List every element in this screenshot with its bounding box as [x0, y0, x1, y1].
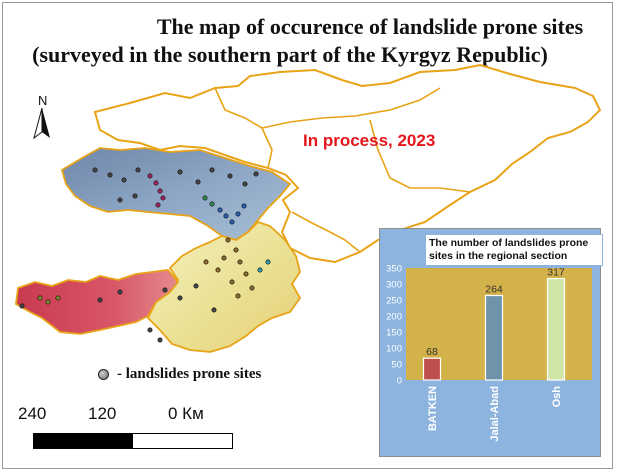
category-label: Jalal-Abad [489, 386, 501, 442]
map-title-line2: (surveyed in the southern part of the Ky… [32, 42, 548, 67]
north-arrow-icon [33, 107, 50, 140]
y-tick-label: 50 [391, 360, 402, 371]
map-legend: - landslides prone sites [98, 366, 261, 383]
legend-point-symbol [98, 369, 109, 380]
scale-label-120: 120 [88, 404, 117, 423]
internal-border-1 [214, 87, 441, 129]
y-tick-label: 100 [386, 344, 402, 355]
bar-jalal-abad [484, 294, 504, 381]
figure-frame [2, 2, 613, 469]
y-tick-label: 300 [386, 280, 402, 291]
y-tick-label: 0 [397, 376, 402, 387]
y-tick-label: 250 [386, 296, 402, 307]
data-label: 68 [426, 346, 438, 358]
scale-label-240: 240 [18, 404, 47, 423]
bar-osh [546, 277, 566, 381]
legend-label: - landslides prone sites [117, 366, 262, 382]
scale-segment-black [34, 434, 133, 448]
data-label: 317 [547, 267, 565, 279]
map-title-line1: The map of occurence of landslide prone … [156, 14, 584, 39]
scale-bar [33, 433, 233, 449]
y-tick-label: 350 [386, 264, 402, 275]
osh-region [146, 220, 302, 353]
status-text: In process, 2023 [303, 131, 436, 150]
scale-label-0: 0 Км [168, 404, 204, 423]
internal-border-3 [369, 119, 471, 193]
data-label: 264 [485, 284, 503, 296]
country-outline [93, 63, 602, 264]
chart-title: The number of landslides prone sites in … [425, 234, 603, 266]
y-tick-label: 200 [386, 312, 402, 323]
internal-border-4 [291, 211, 361, 253]
category-label: BATKEN [427, 386, 439, 431]
internal-border-2 [261, 127, 273, 169]
category-label: Osh [551, 386, 563, 408]
north-label: N [38, 93, 48, 108]
bar-batken [422, 357, 442, 381]
batken-region [15, 269, 180, 335]
y-tick-label: 150 [386, 328, 402, 339]
jalal-abad-region [60, 147, 292, 241]
landslide-points [19, 167, 271, 343]
scale-segment-white [133, 434, 232, 448]
